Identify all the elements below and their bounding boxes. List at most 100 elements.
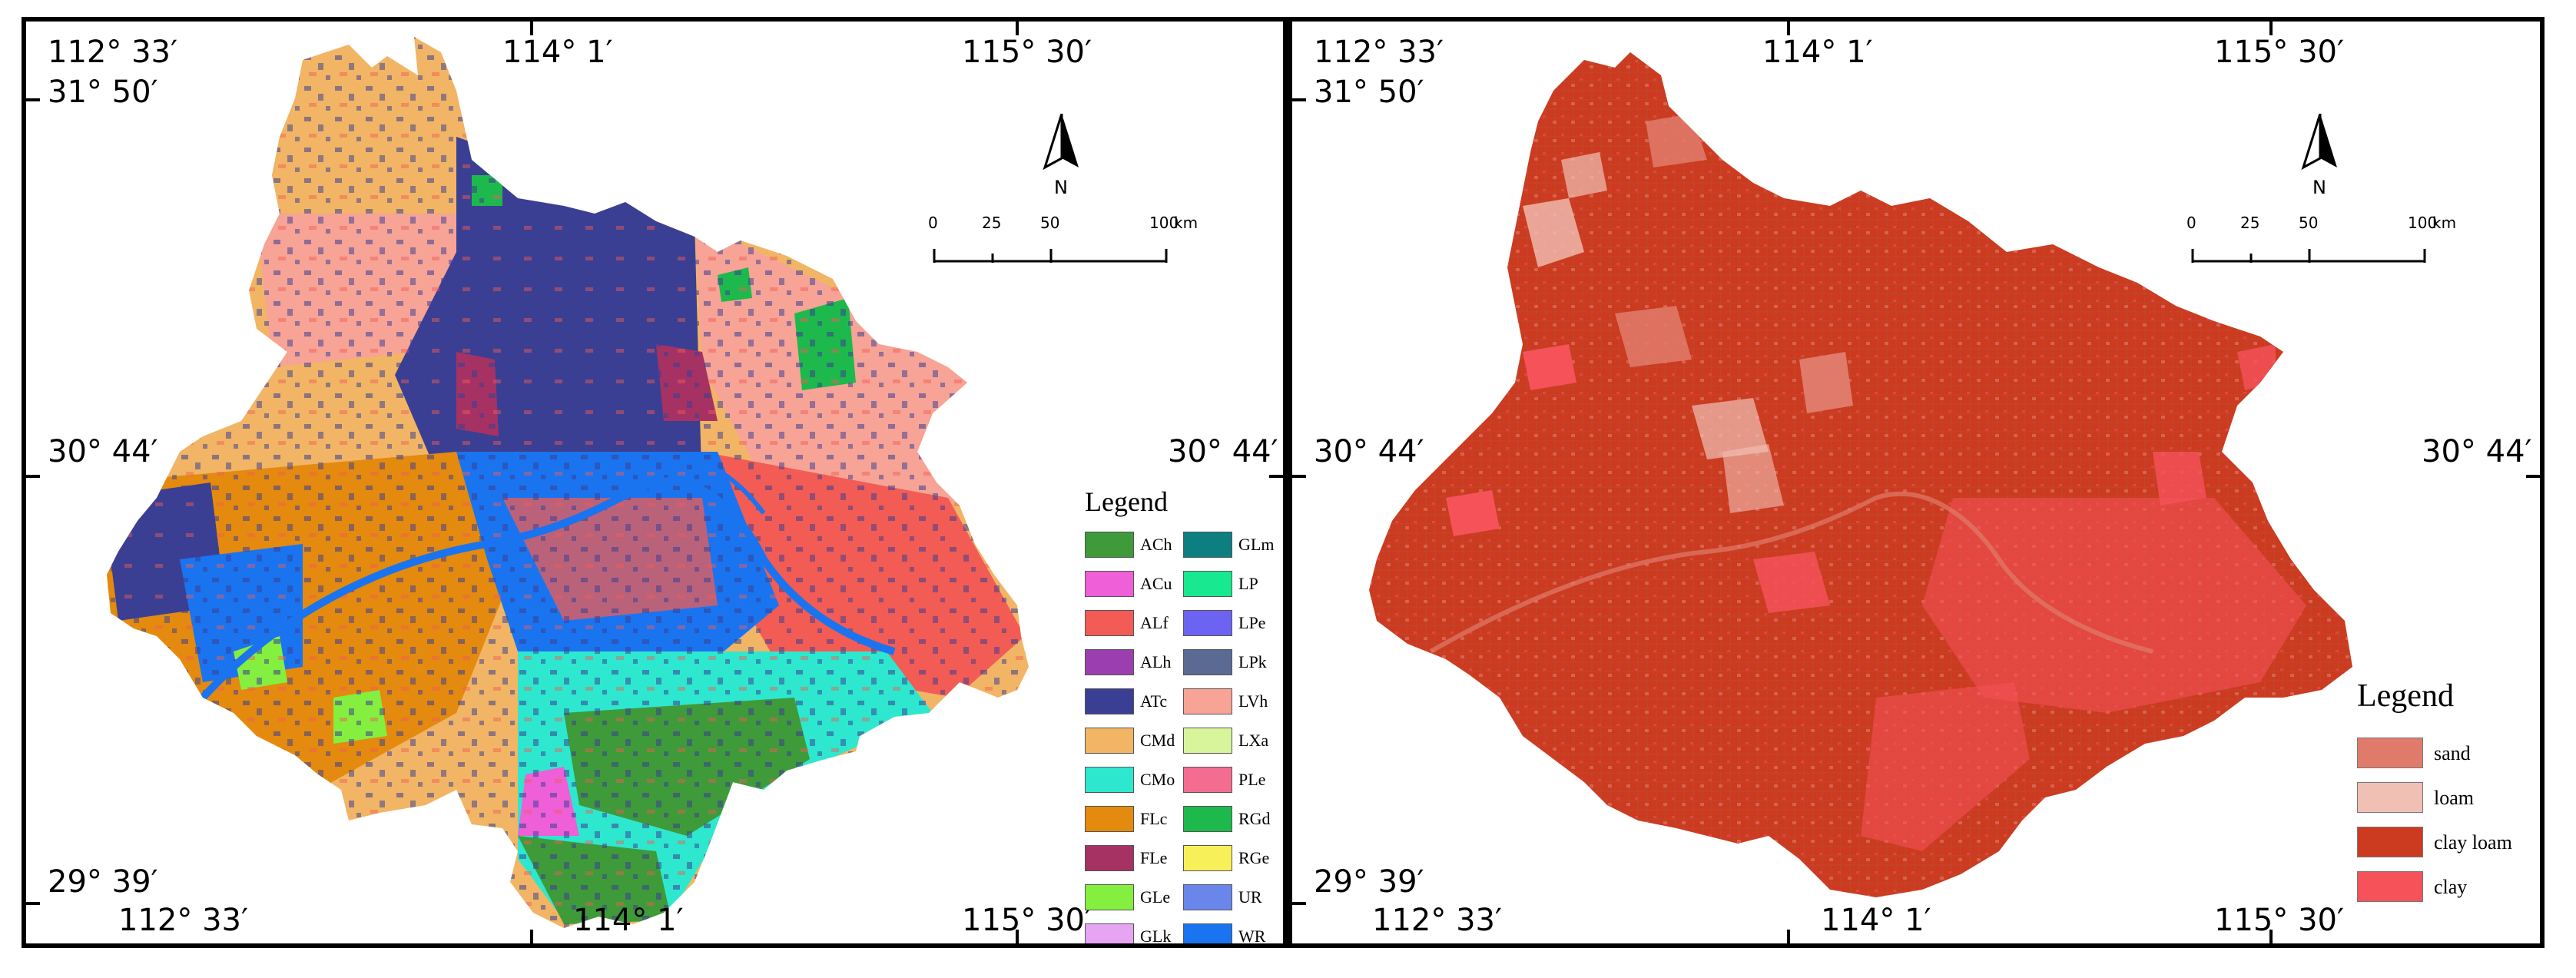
legend-label: sand: [2434, 742, 2471, 764]
legend-label: GLe: [1140, 887, 1171, 907]
legend-swatch: [1183, 610, 1232, 636]
legend-swatch: [1085, 571, 1134, 597]
soil-type-map-panel: 112° 33′ 114° 1′ 115° 30′ 31° 50′ 30° 44…: [22, 17, 1288, 948]
legend-swatch: [1085, 728, 1134, 754]
scale-bar: 0 25 50 100 km: [2186, 214, 2456, 275]
north-arrow-icon: N: [2297, 113, 2343, 198]
tick-right: [1269, 475, 1283, 478]
tick-bottom: [1787, 930, 1790, 943]
scale-label-50: 50: [2299, 214, 2319, 232]
coord-top-2: 114° 1′: [502, 35, 613, 70]
legend-label: GLm: [1238, 535, 1275, 554]
legend-swatch: [1085, 845, 1134, 871]
legend-label: ALf: [1140, 613, 1169, 632]
legend-swatch: [1183, 767, 1232, 793]
coord-top-2: 114° 1′: [1762, 35, 1873, 70]
tick-top: [1016, 22, 1019, 35]
legend-label: RGe: [1238, 848, 1270, 867]
tick-left: [1292, 475, 1306, 478]
legend-swatch: [1085, 767, 1134, 793]
coord-left-3: 29° 39′: [48, 864, 158, 900]
scale-label-25: 25: [2240, 214, 2260, 232]
legend-swatch: [1183, 532, 1232, 558]
legend-label: CMd: [1140, 731, 1175, 750]
coord-left-1: 31° 50′: [48, 75, 158, 110]
legend-title: Legend: [1085, 486, 1168, 517]
legend-swatch: [1183, 649, 1232, 675]
legend-label: ATc: [1140, 691, 1168, 711]
coord-top-3: 115° 30′: [962, 35, 1092, 70]
scale-label-100: 100: [1149, 214, 1179, 232]
tick-right: [2526, 475, 2540, 478]
tick-left: [26, 902, 40, 905]
legend-swatch: [1183, 845, 1232, 871]
legend-label: WR: [1238, 927, 1266, 946]
legend-swatch: [1183, 728, 1232, 754]
coord-bottom-1: 112° 33′: [118, 903, 249, 938]
legend-label: ACu: [1140, 574, 1172, 593]
legend-swatch: [1183, 688, 1232, 714]
scale-unit: km: [1174, 214, 1198, 232]
tick-top: [1787, 22, 1790, 35]
coord-top-1: 112° 33′: [1314, 35, 1444, 70]
soil-type-map: [107, 37, 1029, 928]
legend-label: GLk: [1140, 927, 1172, 946]
coord-left-2: 30° 44′: [48, 434, 158, 469]
legend-label: LP: [1238, 574, 1258, 593]
legend-label: LPk: [1238, 652, 1267, 671]
legend-label: PLe: [1238, 770, 1266, 789]
scale-label-25: 25: [982, 214, 1002, 232]
legend-swatch: [1183, 923, 1232, 943]
coord-bottom-2: 114° 1′: [573, 903, 684, 938]
legend-label: ACh: [1140, 535, 1172, 554]
texture-zones: [1369, 52, 2352, 897]
scale-label-50: 50: [1040, 214, 1060, 232]
legend-label: clay loam: [2434, 831, 2512, 854]
north-label: N: [1054, 177, 1068, 198]
scale-label-0: 0: [928, 214, 938, 232]
legend-swatch: [1085, 884, 1134, 910]
legend-label: loam: [2434, 787, 2474, 809]
legend-label: LVh: [1238, 691, 1268, 711]
scale-label-100: 100: [2408, 214, 2438, 232]
legend-swatch: [1183, 571, 1232, 597]
legend-title: Legend: [2357, 678, 2454, 714]
coord-top-1: 112° 33′: [48, 35, 178, 70]
coord-bottom-3: 115° 30′: [2214, 903, 2345, 938]
legend-swatch: [2357, 782, 2423, 813]
tick-bottom: [2269, 930, 2273, 943]
soil-texture-legend: Legend sand loam clay loam clay: [2357, 678, 2534, 939]
legend-swatch: [1183, 806, 1232, 832]
legend-swatch: [1085, 806, 1134, 832]
scale-label-0: 0: [2186, 214, 2196, 232]
tick-left: [26, 98, 40, 101]
coord-left-1: 31° 50′: [1314, 75, 1424, 110]
legend-swatch: [1085, 649, 1134, 675]
legend-label: LPe: [1238, 613, 1266, 632]
coord-bottom-3: 115° 30′: [962, 903, 1092, 938]
legend-label: ALh: [1140, 652, 1172, 671]
tick-bottom: [530, 930, 533, 943]
coord-bottom-1: 112° 33′: [1372, 903, 1503, 938]
coord-top-3: 115° 30′: [2214, 35, 2345, 70]
tick-top: [530, 22, 533, 35]
tick-left: [26, 475, 40, 478]
legend-label: clay: [2434, 876, 2468, 898]
scale-bar: 0 25 50 100 km: [928, 214, 1198, 275]
legend-label: UR: [1238, 887, 1262, 907]
legend-swatch: [2357, 738, 2423, 768]
north-arrow-icon: N: [1039, 113, 1085, 198]
legend-label: RGd: [1238, 809, 1271, 828]
soil-texture-map-panel: 112° 33′ 114° 1′ 115° 30′ 31° 50′ 30° 44…: [1288, 17, 2545, 948]
coord-right-1: 30° 44′: [1168, 434, 1278, 469]
legend-label: FLc: [1140, 809, 1168, 828]
legend-swatch: [1085, 923, 1134, 943]
tick-top: [2269, 22, 2273, 35]
legend-label: LXa: [1238, 731, 1269, 750]
coord-left-3: 29° 39′: [1314, 864, 1424, 900]
coord-right-1: 30° 44′: [2422, 434, 2532, 469]
soil-type-legend: Legend ACh ACu ALf ALh ATc CMd CMo FLc FLe GLe GLk…: [1085, 486, 1283, 943]
legend-swatch: [1183, 884, 1232, 910]
coord-left-2: 30° 44′: [1314, 434, 1424, 469]
legend-swatch: [2357, 871, 2423, 902]
